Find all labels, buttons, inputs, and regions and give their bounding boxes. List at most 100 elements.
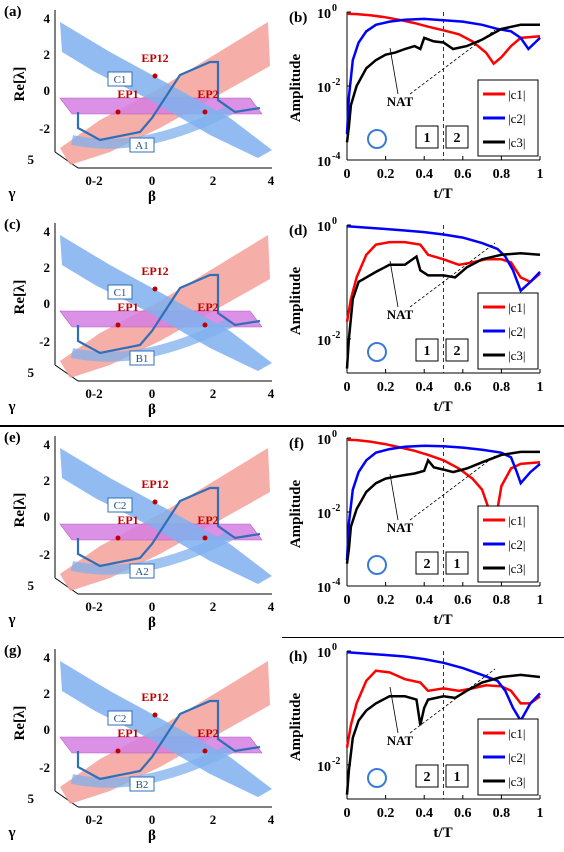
x-tick-label: 0.8 bbox=[493, 593, 511, 608]
beta-tick-label: 0 bbox=[149, 386, 156, 401]
legend-label: |c1| bbox=[508, 513, 525, 528]
series-line bbox=[346, 225, 541, 293]
y-tick-label: 10 bbox=[317, 433, 331, 448]
annotation-arrow bbox=[409, 29, 496, 95]
gamma-beta-tick-label: 0-2 bbox=[85, 386, 102, 401]
series-line bbox=[346, 651, 541, 724]
state-box bbox=[129, 776, 155, 792]
y-tick-exponent: -2 bbox=[332, 756, 340, 767]
state-box bbox=[129, 563, 155, 579]
z-axis-label: Re[λ] bbox=[12, 706, 28, 741]
amplitude-chart-d: 0 0.2 0.4 0.6 0.8 110 010 -2Amplitudet/T(d)NAT1… bbox=[288, 216, 544, 415]
nat-annotation: NAT bbox=[387, 520, 414, 535]
beta-tick-label: 0 bbox=[149, 173, 156, 188]
state-box bbox=[107, 71, 133, 87]
x-tick-label: 0.6 bbox=[454, 167, 472, 182]
eigenvalue-surface-blue bbox=[60, 448, 272, 584]
exceptional-point-label: EP1 bbox=[117, 300, 138, 314]
gamma-tick-label: 5 bbox=[28, 791, 35, 806]
x-tick-label: 0.4 bbox=[415, 167, 433, 182]
beta-tick-label: 2 bbox=[210, 812, 217, 827]
exceptional-point-label: EP2 bbox=[197, 300, 218, 314]
annotation-arrow bbox=[389, 473, 399, 521]
gamma-axis-label: γ bbox=[7, 399, 15, 415]
state-box bbox=[129, 137, 155, 153]
panel-label: (c) bbox=[4, 217, 21, 233]
beta-axis-label: β bbox=[148, 189, 156, 205]
z-tick-label: -2 bbox=[39, 760, 50, 775]
gamma-beta-tick-label: 0-2 bbox=[85, 599, 102, 614]
beta-tick-label: 2 bbox=[210, 386, 217, 401]
step-box-label: 1 bbox=[424, 344, 431, 359]
series-line bbox=[345, 17, 541, 135]
gamma-axis-label: γ bbox=[7, 825, 15, 841]
gamma-axis-label: γ bbox=[7, 612, 15, 628]
x-tick-label: 0.2 bbox=[377, 380, 395, 395]
z-tick-label: 2 bbox=[44, 686, 51, 701]
gamma-axis-line bbox=[54, 577, 79, 595]
y-tick-exponent: -2 bbox=[332, 503, 340, 514]
y-tick-exponent: -2 bbox=[332, 330, 340, 341]
exceptional-point-marker bbox=[202, 748, 208, 754]
x-tick-label: 0.2 bbox=[377, 593, 395, 608]
step-box bbox=[415, 125, 439, 149]
y-axis-label: Amplitude bbox=[288, 53, 304, 122]
beta-tick-label: 2 bbox=[210, 599, 217, 614]
row-separator-top bbox=[0, 425, 564, 427]
y-tick-exponent: 0 bbox=[332, 3, 337, 14]
z-axis-label: Re[λ] bbox=[12, 493, 28, 528]
y-tick-exponent: -4 bbox=[332, 577, 340, 588]
cycle-direction-icon bbox=[367, 342, 387, 362]
z-tick-label: 0 bbox=[44, 83, 51, 98]
z-tick-label: 0 bbox=[44, 722, 51, 737]
panel-label: (h) bbox=[289, 649, 307, 665]
z-tick-label: -2 bbox=[39, 334, 50, 349]
beta-tick-label: 4 bbox=[268, 599, 275, 614]
exceptional-point-label: EP2 bbox=[197, 513, 218, 527]
z-tick-label: 4 bbox=[44, 224, 51, 239]
state-box bbox=[107, 710, 133, 726]
exceptional-point-marker bbox=[202, 535, 208, 541]
annotation-arrow bbox=[409, 242, 496, 308]
eigenvalue-surface-blue bbox=[60, 661, 272, 797]
exceptional-point-marker bbox=[152, 73, 158, 79]
legend-label: |c1| bbox=[508, 726, 525, 741]
step-box-label: 2 bbox=[424, 770, 431, 785]
beta-tick-label: 4 bbox=[268, 812, 275, 827]
x-tick-label: 1 bbox=[537, 167, 544, 182]
state-box bbox=[107, 284, 133, 300]
x-tick-label: 0.4 bbox=[415, 806, 433, 821]
step-box bbox=[445, 764, 469, 788]
exceptional-point-label: EP2 bbox=[197, 726, 218, 740]
row-separator-bottom bbox=[282, 637, 564, 638]
series-line bbox=[345, 240, 541, 322]
beta-axis-label: β bbox=[148, 402, 156, 418]
legend-label: |c3| bbox=[508, 561, 525, 576]
z-tick-label: 0 bbox=[44, 509, 51, 524]
exceptional-point-marker bbox=[115, 109, 121, 115]
z-tick-label: -2 bbox=[39, 121, 50, 136]
eigenvalue-surface-blue bbox=[60, 22, 272, 158]
y-tick-exponent: 0 bbox=[332, 642, 337, 653]
x-tick-label: 0.2 bbox=[377, 806, 395, 821]
z-axis-label: Re[λ] bbox=[12, 67, 28, 102]
annotation-arrow bbox=[409, 455, 496, 521]
exceptional-point-marker bbox=[202, 322, 208, 328]
series-line bbox=[345, 450, 540, 564]
z-tick-label: 4 bbox=[44, 437, 51, 452]
legend-label: |c2| bbox=[508, 750, 525, 765]
y-tick-label: 10 bbox=[317, 334, 331, 349]
state-box-label: B1 bbox=[136, 353, 149, 365]
panel-label: (g) bbox=[4, 643, 22, 659]
series-line bbox=[346, 438, 541, 524]
panel-label: (b) bbox=[289, 10, 307, 26]
step-box bbox=[445, 125, 469, 149]
step-box-label: 2 bbox=[424, 557, 431, 572]
gamma-axis-line bbox=[54, 790, 79, 808]
y-tick-label: 10 bbox=[317, 581, 331, 596]
legend-label: |c3| bbox=[508, 135, 525, 150]
